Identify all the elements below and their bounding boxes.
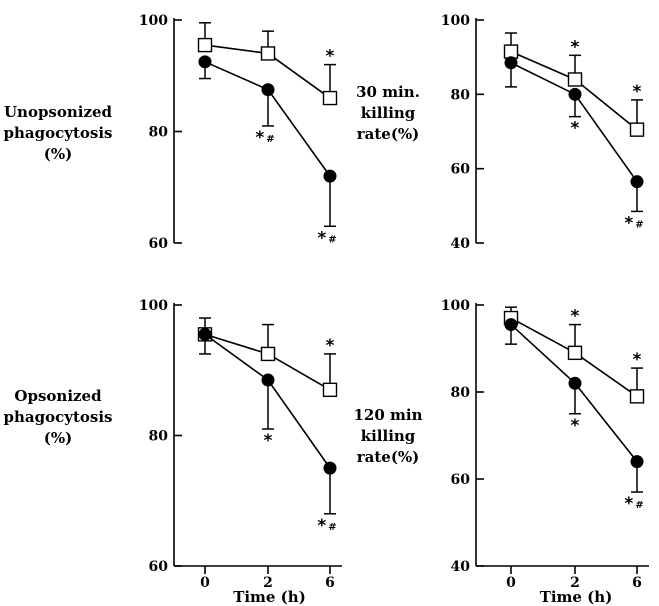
significance-label: *: [633, 350, 642, 370]
data-point: [198, 327, 212, 341]
x-axis-label: Time (h): [540, 588, 613, 606]
significance-label: *: [571, 416, 580, 436]
data-point: [630, 175, 644, 189]
data-point: [322, 90, 338, 106]
y-tick-label: 100: [441, 13, 470, 29]
y-axis-label: killing: [361, 104, 416, 122]
y-axis-label: rate(%): [357, 448, 420, 466]
y-tick-label: 40: [451, 236, 471, 252]
y-tick-label: 60: [451, 162, 471, 178]
series-filled-circle: * * #: [504, 318, 644, 514]
data-point: [568, 87, 582, 101]
y-tick-label: 60: [149, 236, 169, 252]
series-filled-circle: * * #: [504, 56, 644, 233]
significance-label: *: [571, 119, 580, 139]
significance-label: *: [326, 47, 335, 67]
y-axis-label: rate(%): [357, 125, 420, 143]
x-tick-label: 6: [632, 575, 642, 591]
y-axis-label: Opsonized: [14, 387, 102, 405]
data-point: [261, 83, 275, 97]
significance-label: *: [571, 307, 580, 327]
significance-label: *: [264, 431, 273, 451]
chart-panel-1: 60 80 100 Unopsonized phagocytosis (%) * * # * #: [4, 13, 338, 252]
data-point: [323, 169, 337, 183]
series-open-square: **: [503, 306, 645, 404]
significance-label: * #: [255, 128, 274, 148]
series-filled-circle: * # * #: [198, 55, 337, 248]
chart-panel-4: 40 60 80 100 120 min killing rate(%) 0 2 6 Time (h…: [353, 298, 649, 606]
y-axis-label: 120 min: [353, 406, 422, 424]
significance-label: *: [633, 82, 642, 102]
y-tick-label: 80: [451, 385, 471, 401]
x-axis-label: Time (h): [233, 588, 306, 606]
data-point: [197, 37, 213, 53]
y-tick-label: 80: [149, 429, 169, 445]
data-point: [261, 373, 275, 387]
y-axis-label: (%): [44, 145, 72, 163]
x-tick-label: 6: [325, 575, 335, 591]
y-axis-label: phagocytosis: [4, 124, 113, 142]
y-tick-label: 80: [451, 87, 471, 103]
y-tick-label: 100: [139, 13, 168, 29]
x-tick-label: 0: [200, 575, 210, 591]
data-point: [504, 318, 518, 332]
data-point: [629, 122, 645, 137]
y-axis-label: Unopsonized: [4, 103, 113, 121]
data-point: [568, 376, 582, 390]
series-open-square: *: [197, 22, 338, 106]
data-point: [260, 46, 276, 61]
y-tick-label: 80: [149, 125, 169, 141]
significance-label: *: [571, 37, 580, 57]
chart-panel-3: 60 80 100 Opsonized phagocytosis (%) 0 2 6 Time (…: [4, 298, 342, 606]
y-axis-label: (%): [44, 429, 72, 447]
y-axis-label: phagocytosis: [4, 408, 113, 426]
data-point: [198, 55, 212, 69]
y-tick-label: 100: [441, 298, 470, 314]
data-point: [567, 345, 583, 361]
data-point: [503, 44, 519, 59]
significance-label: * #: [624, 494, 643, 514]
y-tick-label: 100: [139, 298, 168, 314]
data-point: [630, 455, 644, 469]
data-point: [260, 346, 276, 362]
y-axis-label: 30 min.: [356, 83, 420, 101]
data-point: [322, 382, 338, 398]
series-open-square: **: [503, 32, 645, 137]
y-axis-label: killing: [361, 427, 416, 445]
significance-label: *: [326, 336, 335, 356]
x-tick-label: 0: [506, 575, 516, 591]
data-point: [567, 72, 583, 87]
data-point: [504, 56, 518, 70]
significance-label: * #: [624, 213, 643, 233]
data-point: [629, 389, 645, 404]
significance-label: * #: [317, 516, 336, 536]
x-tick-label: 2: [263, 575, 273, 591]
x-tick-label: 2: [570, 575, 580, 591]
series-filled-circle: * * #: [198, 327, 337, 536]
y-tick-label: 40: [451, 559, 471, 575]
series-line: [510, 323, 638, 463]
data-point: [323, 461, 337, 475]
significance-label: * #: [317, 228, 336, 248]
y-tick-label: 60: [149, 559, 169, 575]
y-tick-label: 60: [451, 472, 471, 488]
